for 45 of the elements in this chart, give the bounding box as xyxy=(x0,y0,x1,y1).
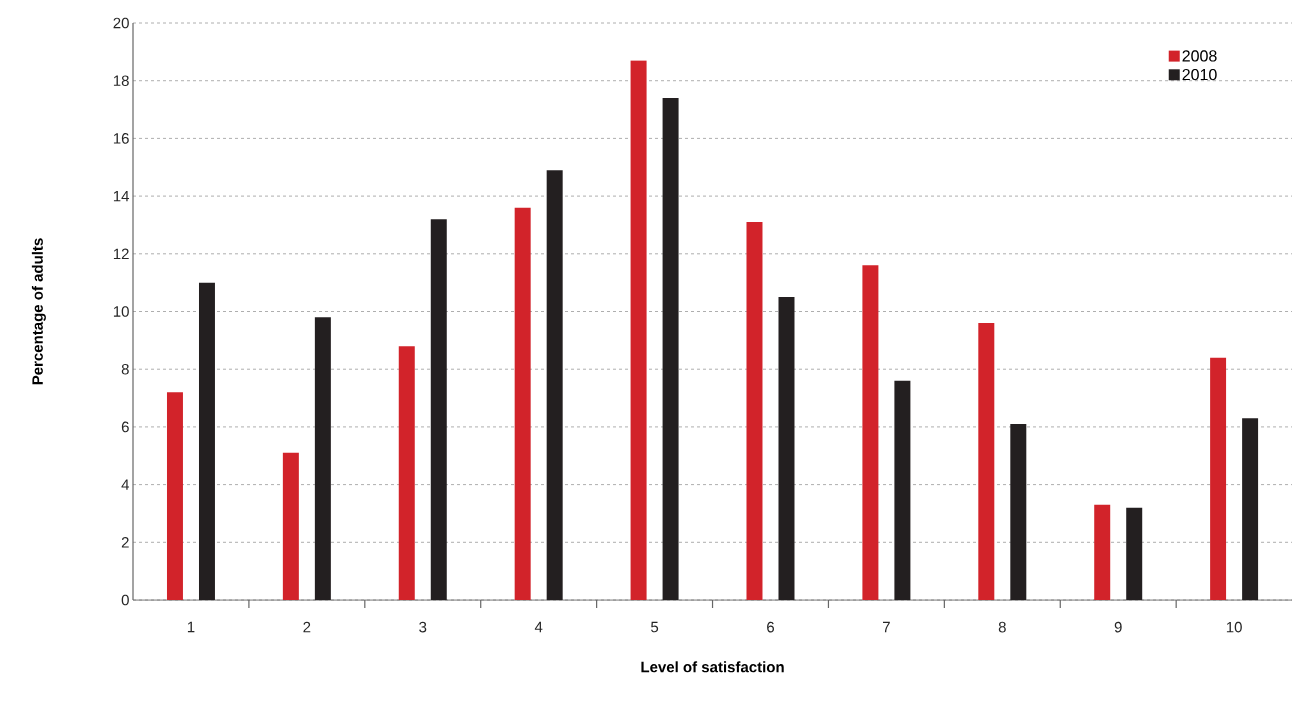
x-tick-label: 2 xyxy=(303,621,311,633)
y-tick-label: 6 xyxy=(121,421,129,433)
bar xyxy=(198,282,215,601)
y-tick-label: 16 xyxy=(113,133,129,144)
legend-label: 2008 xyxy=(1182,50,1217,62)
bar xyxy=(1010,424,1027,601)
bar xyxy=(778,297,795,601)
bar xyxy=(1242,418,1259,601)
bar xyxy=(398,346,415,601)
x-tick-label: 6 xyxy=(767,621,775,633)
bar xyxy=(1094,504,1111,601)
bar xyxy=(746,222,763,601)
bar xyxy=(166,392,183,601)
bar xyxy=(314,317,331,601)
bar xyxy=(1210,357,1227,601)
bar xyxy=(514,207,531,601)
y-tick-label: 20 xyxy=(113,17,129,29)
y-axis-title: Percentage of adults xyxy=(31,238,46,385)
y-tick-label: 10 xyxy=(113,306,129,317)
x-tick-label: 1 xyxy=(187,621,195,633)
x-tick-label: 4 xyxy=(534,621,543,633)
x-tick-label: 9 xyxy=(1114,621,1122,633)
y-tick-label: 0 xyxy=(121,594,129,606)
bar xyxy=(546,170,563,601)
bar xyxy=(978,323,995,601)
bar xyxy=(430,219,447,601)
y-tick-label: 2 xyxy=(121,537,129,548)
bar xyxy=(862,265,879,601)
x-tick-label: 10 xyxy=(1226,621,1242,633)
y-tick-label: 18 xyxy=(113,75,129,87)
x-tick-label: 3 xyxy=(419,621,427,633)
x-tick-label: 5 xyxy=(651,621,659,633)
y-tick-label: 4 xyxy=(121,479,130,490)
legend-label: 2010 xyxy=(1182,68,1217,81)
y-tick-label: 8 xyxy=(121,363,129,375)
y-tick-label: 14 xyxy=(113,190,130,202)
bar xyxy=(662,98,679,601)
bar xyxy=(1126,507,1143,601)
bar xyxy=(630,60,647,601)
bar xyxy=(282,452,299,601)
y-tick-label: 12 xyxy=(113,248,129,260)
x-tick-label: 8 xyxy=(998,621,1006,633)
x-axis-title: Level of satisfaction xyxy=(641,661,784,673)
x-tick-label: 7 xyxy=(883,621,890,633)
bar xyxy=(894,380,911,601)
